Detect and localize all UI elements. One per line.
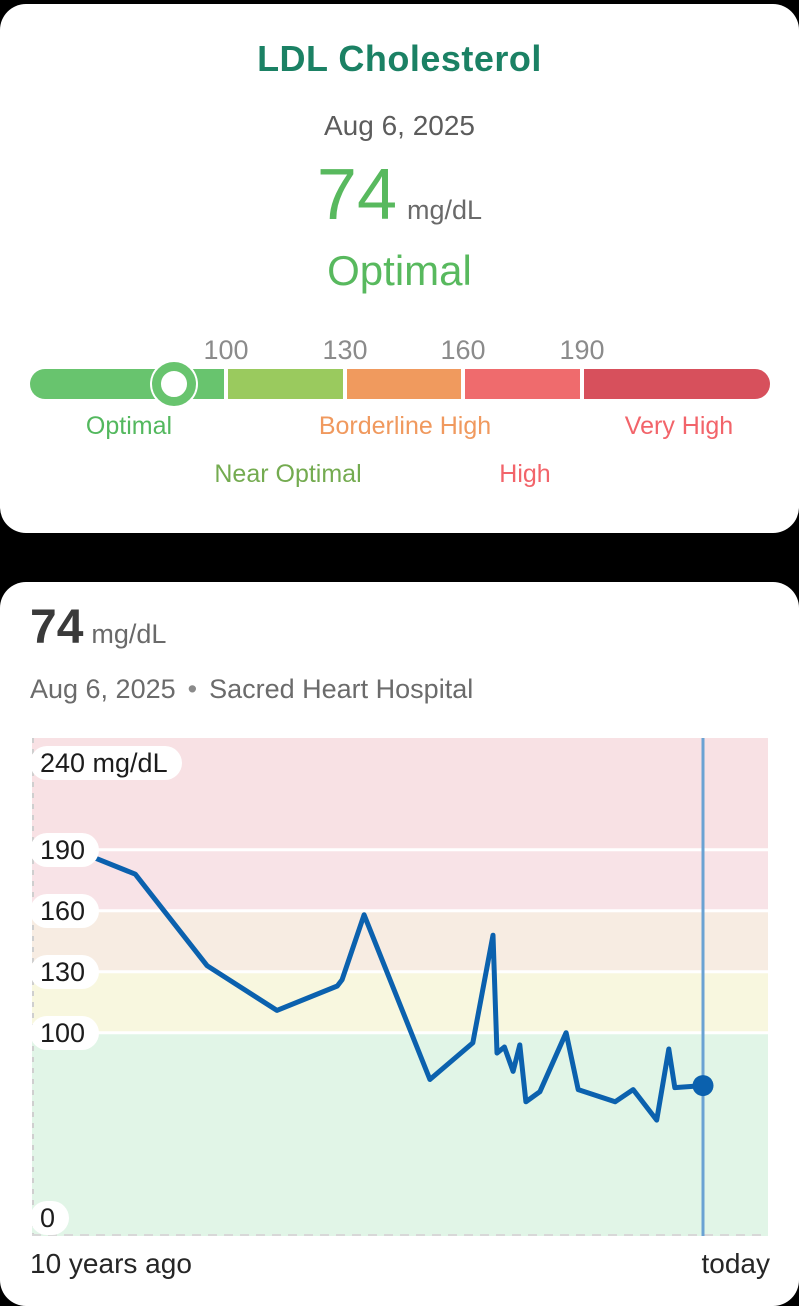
scale-zone-label-near-optimal: Near Optimal bbox=[214, 460, 362, 488]
ldl-history-chart[interactable]: 240 mg/dL 190 160 130 100 0 bbox=[30, 738, 768, 1236]
scale-tick-130: 130 bbox=[322, 335, 368, 365]
scale-segment-borderline-high bbox=[347, 369, 461, 399]
scale-bar bbox=[30, 362, 770, 406]
x-axis-label-start: 10 years ago bbox=[30, 1248, 192, 1279]
history-current-unit: mg/dL bbox=[91, 619, 167, 649]
ldl-trend-line bbox=[82, 851, 706, 1123]
scale-tick-160: 160 bbox=[440, 335, 486, 365]
x-axis-labels: 10 years ago today bbox=[30, 1248, 770, 1284]
zone-band-borderline bbox=[32, 910, 768, 972]
scale-zone-label-optimal: Optimal bbox=[85, 412, 173, 440]
scale-segment-near-optimal bbox=[228, 369, 343, 399]
reading-date: Aug 6, 2025 bbox=[323, 110, 476, 141]
y-axis-label-0: 0 bbox=[30, 1201, 70, 1235]
scale-tick-190: 190 bbox=[559, 335, 605, 365]
scale-segment-very-high bbox=[584, 369, 770, 399]
y-axis-label-240: 240 mg/dL bbox=[30, 746, 182, 780]
dot-separator: • bbox=[187, 674, 198, 704]
history-current-value-row: 74 mg/dL bbox=[30, 600, 166, 655]
zone-band-optimal bbox=[32, 1032, 768, 1236]
reading-unit: mg/dL bbox=[407, 195, 483, 225]
reading-value-row: 74 mg/dL bbox=[0, 154, 799, 236]
latest-reading-dot[interactable] bbox=[692, 1075, 714, 1097]
history-subtitle: Aug 6, 2025 • Sacred Heart Hospital bbox=[30, 674, 473, 705]
ldl-history-card: 74 mg/dL Aug 6, 2025 • Sacred Heart Hospita… bbox=[0, 582, 799, 1306]
history-current-value: 74 bbox=[30, 601, 84, 654]
history-line-chart-svg bbox=[32, 738, 768, 1236]
y-axis-label-100: 100 bbox=[30, 1016, 100, 1050]
scale-zone-label-borderline-high: Borderline High bbox=[318, 412, 492, 440]
x-axis-label-end: today bbox=[701, 1248, 771, 1279]
scale-thumb[interactable] bbox=[151, 362, 196, 406]
history-source: Sacred Heart Hospital bbox=[209, 674, 474, 704]
ldl-summary-card: LDL Cholesterol Aug 6, 2025 74 mg/dL Opti… bbox=[0, 4, 799, 533]
y-axis-label-190: 190 bbox=[30, 833, 100, 867]
y-axis-label-130: 130 bbox=[30, 955, 100, 989]
y-axis-label-160: 160 bbox=[30, 894, 100, 928]
scale-tick-100: 100 bbox=[203, 335, 249, 365]
reading-value: 74 bbox=[316, 155, 398, 235]
page-title: LDL Cholesterol bbox=[257, 38, 542, 79]
scale-zone-label-very-high: Very High bbox=[624, 412, 734, 440]
history-date: Aug 6, 2025 bbox=[30, 674, 176, 704]
status-label: Optimal bbox=[327, 247, 472, 294]
scale-segment-high bbox=[465, 369, 580, 399]
ldl-range-scale: 100 130 160 190 Optimal Near Optimal Borderli… bbox=[0, 335, 799, 505]
scale-zone-label-high: High bbox=[499, 460, 551, 488]
